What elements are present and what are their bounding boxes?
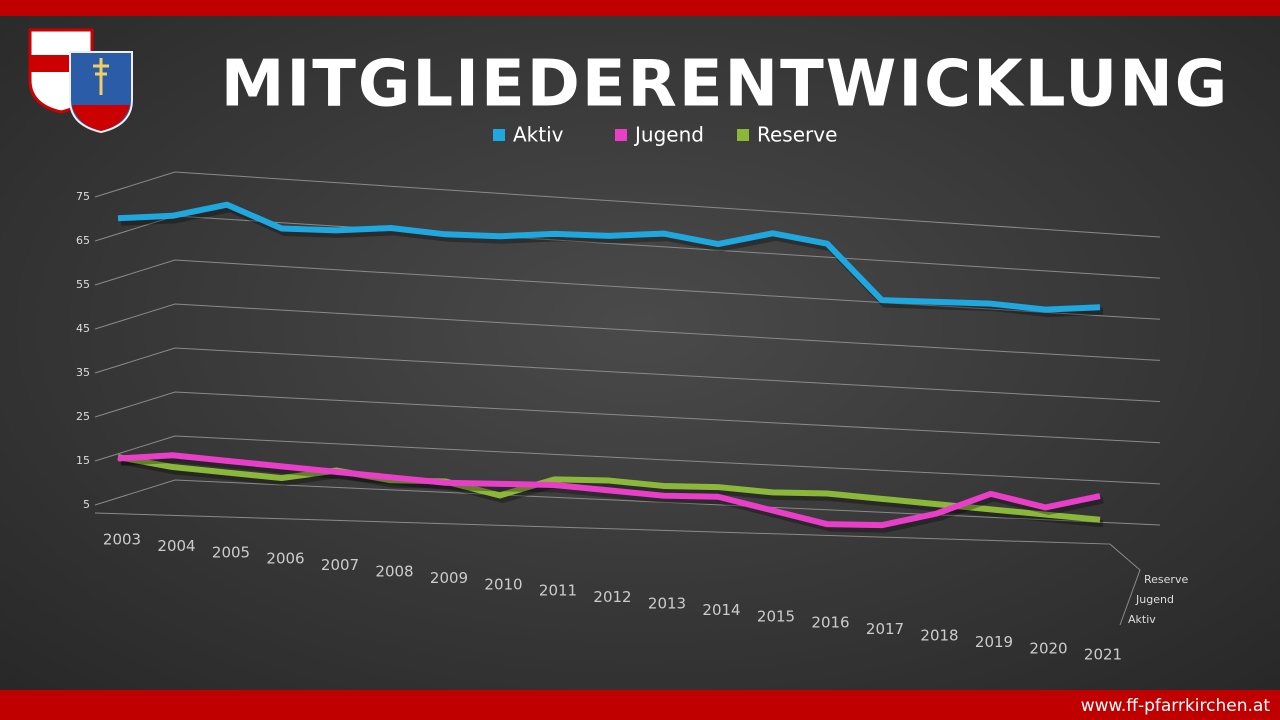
grid-line [94, 435, 1161, 485]
grid-line [94, 479, 1161, 526]
y-tick-label: 35 [76, 366, 90, 379]
y-tick-label: 25 [76, 410, 90, 423]
legend-label: Aktiv [513, 123, 564, 147]
grid-line [94, 303, 1161, 361]
y-tick-label: 45 [76, 322, 90, 335]
crest-cross [93, 58, 109, 95]
title: MITGLIEDERENTWICKLUNG [221, 48, 1230, 122]
x-tick-label: 2013 [648, 595, 686, 613]
depth-label: Reserve [1144, 573, 1188, 586]
y-tick-label: 15 [76, 454, 90, 467]
x-tick-label: 2019 [975, 633, 1013, 651]
crest-base [72, 105, 130, 131]
x-tick-label: 2007 [321, 556, 359, 574]
x-tick-label: 2021 [1084, 646, 1122, 664]
x-tick-label: 2009 [430, 569, 468, 587]
series-line [117, 454, 1101, 523]
x-tick-label: 2003 [103, 531, 141, 549]
x-tick-label: 2005 [212, 543, 250, 561]
series-shadow [120, 205, 1104, 318]
series-shadow [120, 457, 1104, 528]
x-tick-label: 2008 [375, 563, 413, 581]
y-tick-label: 55 [76, 278, 90, 291]
series-line [117, 201, 1101, 313]
footer: www.ff-pfarrkirchen.at [1081, 696, 1271, 716]
y-tick-label: 65 [76, 234, 90, 247]
x-tick-label: 2004 [157, 537, 195, 555]
x-tick-label: 2018 [920, 627, 958, 645]
legend-swatch [615, 129, 627, 141]
bottom-bar [0, 690, 1280, 720]
x-tick-label: 2006 [266, 550, 304, 568]
plot: 5 15 25 35 45 55 65 75 2003 2004 2005 2006 2007 2008 2… [76, 123, 1188, 664]
grid-line [94, 171, 1161, 238]
legend-swatch [737, 129, 749, 141]
x-tick-label: 2010 [484, 575, 522, 593]
x-tick-label: 2016 [811, 614, 849, 632]
y-tick-label: 75 [76, 190, 90, 203]
series-line [117, 452, 1101, 529]
x-tick-label: 2011 [539, 582, 577, 600]
y-tick-label: 5 [83, 498, 90, 511]
x-tick-label: 2015 [757, 607, 795, 625]
top-bar [0, 0, 1280, 16]
depth-label: Aktiv [1128, 613, 1156, 626]
x-tick-label: 2020 [1029, 639, 1067, 657]
legend-label: Jugend [633, 123, 704, 147]
legend-swatch [493, 129, 505, 141]
series-shadow [120, 455, 1104, 533]
grid-line [94, 391, 1161, 444]
grid-line [94, 259, 1161, 320]
logos [28, 28, 133, 134]
x-tick-label: 2014 [702, 601, 740, 619]
floor-edge [94, 512, 1141, 626]
grid-line [94, 347, 1161, 403]
x-tick-label: 2017 [866, 620, 904, 638]
legend-label: Reserve [757, 123, 837, 147]
x-tick-label: 2012 [593, 588, 631, 606]
depth-label: Jugend [1135, 593, 1174, 606]
